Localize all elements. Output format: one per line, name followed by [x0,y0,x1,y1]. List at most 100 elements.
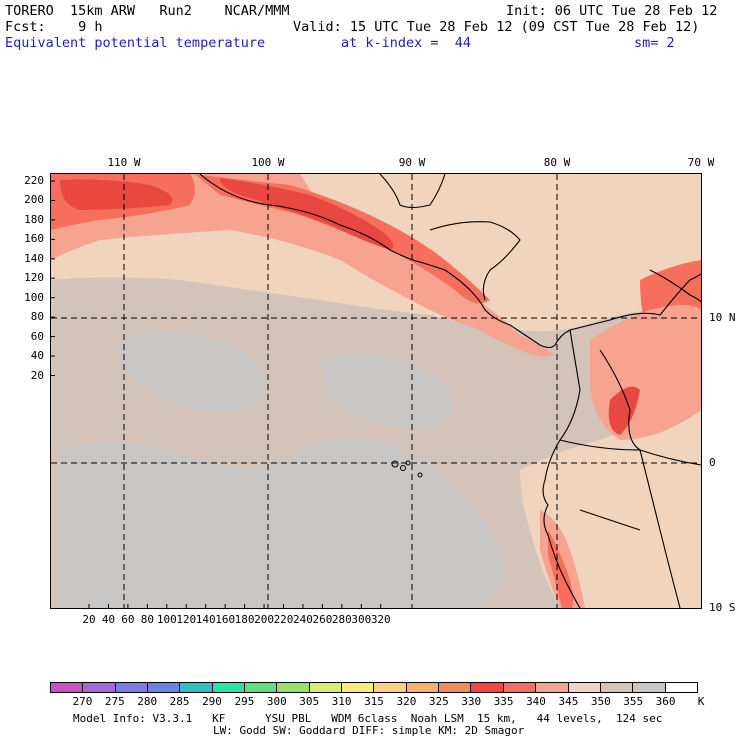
colorbar-swatch [212,683,246,692]
coastline-ecuador [542,329,581,536]
x-tick-label: 100 [156,613,177,626]
y-tick-label: 120 [24,271,44,285]
forecast-hour: Fcst: 9 h [5,19,103,35]
lat-label: 0 [709,456,716,469]
field-335-peru [548,530,574,608]
field-340-peru [540,510,585,608]
colorbar-tick-label: 330 [461,695,482,708]
galapagos-island [417,472,423,478]
colorbar-tick-label: 270 [72,695,93,708]
model-title: TORERO 15km ARW Run2 NCAR/MMM [5,3,290,19]
x-tick-label: 140 [195,613,216,626]
colorbar-tick-label: 315 [364,695,384,708]
smoothing: sm= 2 [634,35,675,51]
lon-label: 80 W [543,156,571,169]
colorbar-tick-label: 360 [655,695,676,708]
border-inland [579,509,641,531]
field-name: Equivalent potential temperature [5,35,266,51]
colorbar-swatch [633,683,666,692]
colorbar-swatch [568,683,601,692]
galapagos-island [391,460,399,468]
y-tick-label: 80 [30,310,44,324]
colorbar-tick-label: 285 [169,695,190,708]
lon-label: 100 W [251,156,285,169]
y-tick-label: 100 [24,290,44,304]
coastline-peru [547,534,581,609]
colorbar-swatch [148,683,181,692]
physics-info: LW: Godd SW: Goddard DIFF: simple KM: 2D… [213,724,525,737]
x-tick-label: 320 [370,613,391,626]
coastline-colombia [569,273,702,331]
y-tick-label: 200 [24,193,44,207]
colorbar-tick-label: 280 [137,695,158,708]
colorbar-swatch [180,683,213,692]
colorbar-tick-label: 310 [331,695,352,708]
lon-label: 90 W [398,156,426,169]
border-inland [599,349,641,451]
colorbar-unit: K [697,695,705,708]
colorbar-tick-label: 300 [266,695,287,708]
colorbar-swatch [503,683,537,692]
x-tick-label: 300 [351,613,372,626]
map-frame [50,173,702,609]
colorbar-swatch [536,683,569,692]
y-tick-label: 220 [24,174,44,187]
colorbar-swatch [342,683,375,692]
x-tick-label: 60 [121,613,135,626]
x-tick-label: 80 [140,613,154,626]
colorbar-swatch [665,683,697,692]
valid-time: Valid: 15 UTC Tue 28 Feb 12 (09 CST Tue … [293,19,700,35]
coastline-honduras [429,221,521,301]
field-330-andes [608,386,640,435]
lat-label: 10 S [709,601,736,614]
colorbar-tick-label: 350 [590,695,611,708]
colorbar-swatch [471,683,504,692]
coastline-mexico [199,173,446,271]
colorbar-swatch [83,683,116,692]
colorbar-tick-label: 345 [558,695,579,708]
field-340-north [51,174,514,337]
field-355-patch [320,353,453,430]
y-tick-label: 160 [24,232,44,246]
colorbar-swatch [115,683,149,692]
x-tick-label: 220 [273,613,294,626]
field-340-panama [470,310,555,357]
level-index: at k-index = 44 [341,35,472,51]
border-inland [639,449,681,609]
map-panel: 110 W 100 W 90 W 80 W 70 W 10 N 0 10 S 2… [0,150,740,630]
lat-label: 10 N [709,311,736,324]
colorbar-tick-label: 275 [104,695,125,708]
x-tick-label: 160 [215,613,236,626]
colorbar-labels: 270 275 280 285 290 295 300 305 310 315 320 325 330 3… [50,695,698,709]
colorbar-tick-label: 290 [202,695,222,708]
colorbar-tick-label: 340 [526,695,546,708]
colorbar-swatch [245,683,278,692]
colorbar-tick-label: 335 [493,695,514,708]
x-tick-label: 280 [331,613,352,626]
field-330-strip [60,179,173,210]
y-tick-label: 60 [30,329,44,343]
colorbar-swatch [51,683,84,692]
colorbar [50,682,698,693]
lon-label: 110 W [107,156,141,169]
x-tick-label: 20 [82,613,96,626]
map-plot [50,173,702,609]
colorbar-tick-label: 320 [396,695,417,708]
y-tick-label: 180 [24,212,44,226]
y-tick-label: 40 [30,349,44,363]
colorbar-swatch [374,683,407,692]
x-tick-label: 180 [234,613,255,626]
x-tick-label: 260 [312,613,333,626]
colorbar-swatch [309,683,343,692]
model-info: Model Info: V3.3.1 KF YSU PBL WDM 6class… [73,712,663,725]
colorbar-swatch [439,683,472,692]
galapagos-island [400,465,406,471]
coastline-central-america [444,269,571,349]
colorbar-swatch [600,683,634,692]
x-tick-label: 40 [101,613,116,626]
field-335-coast [195,174,490,304]
colorbar-tick-label: 355 [623,695,644,708]
colorbar-tick-label: 295 [234,695,255,708]
coastline-venezuela [649,269,702,303]
y-tick-label: 140 [24,251,44,265]
